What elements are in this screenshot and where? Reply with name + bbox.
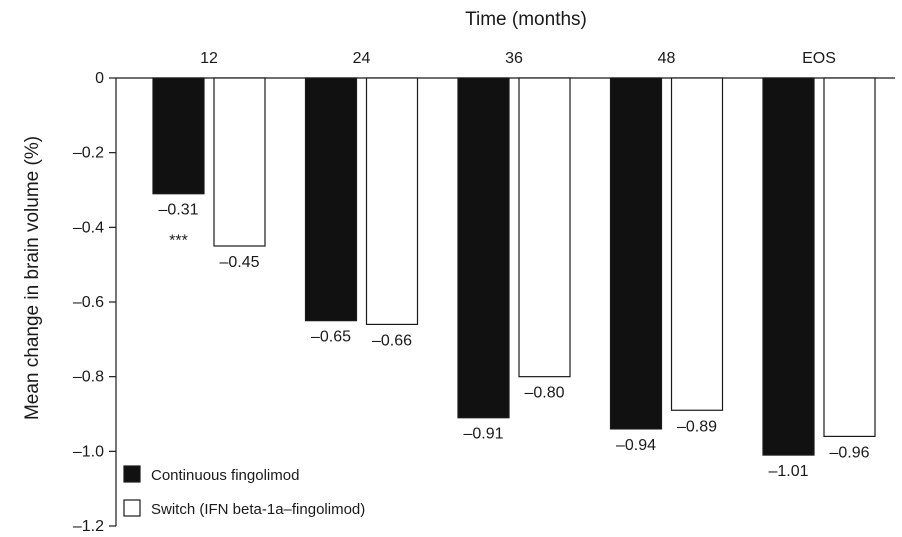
data-label: –0.80: [524, 385, 564, 402]
y-tick-label: –1.0: [73, 443, 104, 460]
data-label: –0.66: [372, 332, 412, 349]
data-label: –0.91: [463, 426, 503, 443]
plot-area: 0 –0.2 –0.4 –0.6 –0.8 –1.0 –1.2 12 –0.31 –0.45 24 –…: [73, 50, 895, 535]
bar-continuous: [457, 77, 510, 419]
x-tick-label: 36: [505, 50, 523, 67]
data-label: –0.96: [829, 444, 869, 461]
bar-switch: [670, 77, 724, 411]
data-label: –1.01: [768, 463, 808, 480]
x-tick-label: EOS: [802, 50, 836, 67]
bar-continuous: [152, 77, 205, 195]
significance-annotation: ***: [169, 233, 188, 250]
y-tick-label: –0.2: [73, 145, 104, 162]
y-tick-label: –0.8: [73, 369, 104, 386]
bar-continuous: [609, 77, 663, 430]
bar-continuous: [304, 77, 358, 322]
x-tick-label: 48: [658, 50, 676, 67]
bar-switch: [518, 77, 571, 378]
y-tick-label: –0.4: [73, 219, 104, 236]
data-label: –0.94: [616, 437, 656, 454]
legend-label: Switch (IFN beta-1a–fingolimod): [151, 501, 365, 518]
legend-label: Continuous fingolimod: [151, 467, 299, 484]
bar-switch: [365, 77, 419, 325]
x-tick-label: 12: [200, 50, 218, 67]
y-tick-label: 0: [95, 70, 104, 87]
bar-switch: [213, 77, 266, 247]
data-label: –0.45: [219, 254, 259, 271]
data-label: –0.65: [311, 329, 351, 346]
legend-swatch: [123, 499, 141, 517]
x-tick-label: 24: [353, 50, 371, 67]
bar-continuous: [762, 77, 815, 456]
legend-swatch: [123, 465, 141, 483]
bar-switch: [823, 77, 876, 437]
data-label: –0.31: [158, 202, 198, 219]
x-axis-title: Time (months): [465, 9, 587, 30]
y-tick-label: –1.2: [73, 518, 104, 535]
data-label: –0.89: [677, 418, 717, 435]
y-axis-title: Mean change in brain volume (%): [22, 136, 43, 420]
y-tick-label: –0.6: [73, 294, 104, 311]
